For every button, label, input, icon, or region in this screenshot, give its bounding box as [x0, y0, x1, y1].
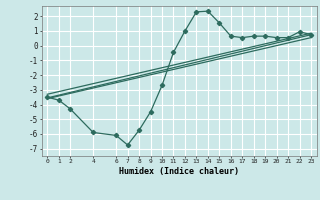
X-axis label: Humidex (Indice chaleur): Humidex (Indice chaleur): [119, 167, 239, 176]
